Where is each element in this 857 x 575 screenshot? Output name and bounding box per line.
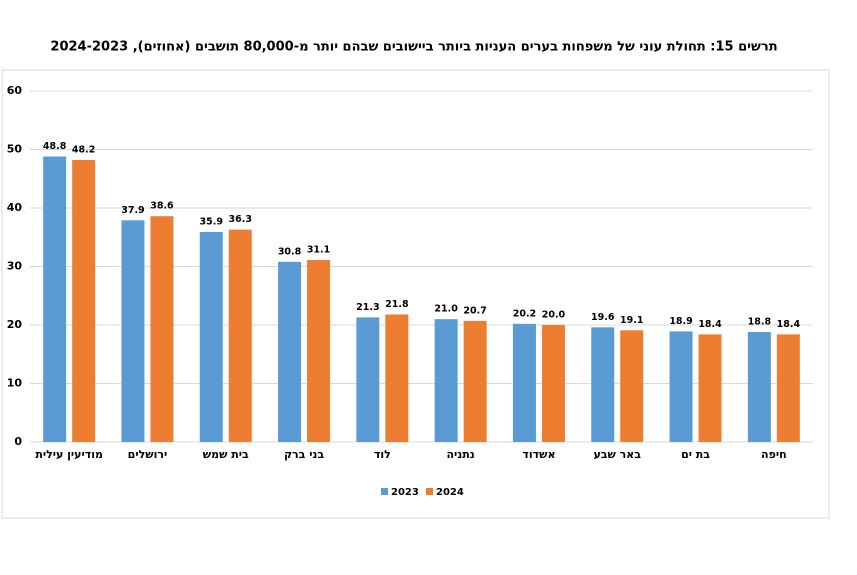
value-label: 30.8: [278, 246, 302, 257]
x-tick-label: בת ים: [681, 448, 710, 461]
value-label: 21.3: [356, 302, 379, 313]
legend-swatch: [426, 488, 433, 495]
y-tick-label: 20: [7, 318, 23, 331]
x-tick-label: מודיעין עילית: [35, 448, 103, 461]
value-label: 18.9: [669, 316, 692, 327]
y-tick-label: 60: [7, 84, 23, 97]
value-label: 19.6: [591, 312, 615, 323]
value-label: 36.3: [229, 214, 252, 225]
bar: [228, 229, 252, 442]
x-tick-label: ירושלים: [128, 448, 168, 461]
value-label: 35.9: [200, 216, 223, 227]
bar: [199, 231, 223, 442]
bar: [669, 331, 693, 442]
bar: [72, 160, 96, 442]
value-label: 18.4: [777, 319, 801, 330]
y-tick-label: 10: [7, 377, 23, 390]
legend-label: 2024: [436, 487, 464, 498]
x-tick-label: חיפה: [761, 448, 787, 461]
bar: [278, 261, 302, 442]
bar: [434, 319, 458, 442]
bar: [541, 325, 565, 442]
value-label: 20.2: [513, 308, 536, 319]
bar: [512, 323, 536, 442]
x-tick-label: אשדוד: [522, 448, 555, 461]
x-tick-label: בית שמש: [203, 448, 249, 461]
bar: [121, 220, 145, 442]
value-label: 21.8: [385, 299, 409, 310]
value-label: 48.8: [43, 141, 67, 152]
chart-title: תרשים 15: תחולת עוני של משפחות בערים הענ…: [50, 40, 777, 55]
bar: [620, 330, 644, 442]
value-label: 48.2: [72, 145, 95, 156]
bar: [747, 332, 771, 442]
bar: [776, 334, 800, 442]
value-label: 20.0: [542, 310, 566, 321]
x-tick-label: באר שבע: [593, 448, 641, 461]
value-label: 18.8: [748, 317, 772, 328]
bar: [307, 260, 331, 442]
y-tick-label: 30: [7, 260, 23, 273]
bar: [463, 320, 487, 442]
x-tick-label: לוד: [374, 448, 391, 461]
y-tick-label: 50: [7, 143, 23, 156]
value-label: 21.0: [434, 304, 458, 315]
bar: [385, 314, 409, 442]
x-tick-label: נתניה: [447, 448, 475, 461]
bar: [356, 317, 380, 442]
y-tick-label: 0: [14, 435, 22, 448]
legend-swatch: [381, 488, 388, 495]
value-label: 31.1: [307, 245, 330, 256]
bar: [43, 156, 67, 442]
bar: [591, 327, 615, 442]
y-tick-label: 40: [7, 201, 23, 214]
value-label: 18.4: [698, 319, 722, 330]
value-label: 37.9: [121, 205, 144, 216]
value-label: 20.7: [463, 305, 486, 316]
value-label: 19.1: [620, 315, 643, 326]
bar: [150, 216, 174, 442]
bar: [698, 334, 722, 442]
x-tick-label: בני ברק: [284, 448, 324, 461]
value-label: 38.6: [150, 201, 174, 212]
legend-label: 2023: [391, 487, 419, 498]
